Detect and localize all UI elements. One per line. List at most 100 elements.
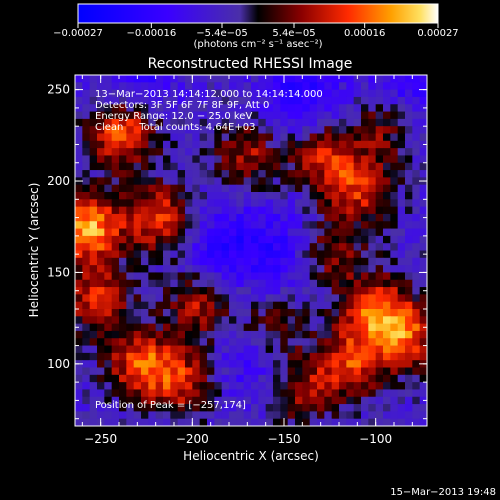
heatmap-cell xyxy=(236,140,245,149)
heatmap-cell xyxy=(126,316,135,325)
heatmap-cell xyxy=(258,118,267,127)
heatmap-cell xyxy=(126,323,135,332)
heatmap-cell xyxy=(375,250,384,259)
heatmap-cell xyxy=(155,316,164,325)
heatmap-cell xyxy=(375,418,384,427)
heatmap-cell xyxy=(280,199,289,208)
heatmap-cell xyxy=(280,133,289,142)
heatmap-cell xyxy=(192,345,201,354)
heatmap-cell xyxy=(390,206,399,215)
heatmap-cell xyxy=(148,279,157,288)
heatmap-cell xyxy=(126,199,135,208)
heatmap-cell xyxy=(383,250,391,259)
heatmap-cell xyxy=(397,250,406,259)
heatmap-cell xyxy=(397,184,406,193)
heatmap-cell xyxy=(214,374,223,383)
heatmap-cell xyxy=(75,221,83,230)
heatmap-cell xyxy=(309,418,318,427)
heatmap-cell xyxy=(361,104,369,113)
heatmap-cell xyxy=(397,352,406,361)
x-tick-label: −200 xyxy=(176,432,209,446)
heatmap-cell xyxy=(199,294,208,303)
heatmap-cell xyxy=(199,89,208,98)
heatmap-cell xyxy=(177,177,186,186)
heatmap-cell xyxy=(317,309,325,317)
heatmap-cell xyxy=(419,162,428,171)
heatmap-cell xyxy=(383,411,391,420)
heatmap-cell xyxy=(375,192,384,200)
heatmap-cell xyxy=(104,148,113,156)
heatmap-cell xyxy=(258,323,267,332)
heatmap-cell xyxy=(361,367,369,376)
heatmap-cell xyxy=(111,316,120,325)
x-axis-label: Heliocentric X (arcsec) xyxy=(183,449,319,463)
heatmap-cell xyxy=(397,389,406,398)
heatmap-cells xyxy=(75,75,428,427)
heatmap-cell xyxy=(412,184,421,193)
heatmap-cell xyxy=(375,162,384,171)
heatmap-cell xyxy=(405,118,413,127)
heatmap-cell xyxy=(280,323,289,332)
heatmap-cell xyxy=(141,287,149,295)
heatmap-cell xyxy=(302,389,311,398)
heatmap-cell xyxy=(163,82,171,91)
heatmap-cell xyxy=(375,111,384,120)
heatmap-cell xyxy=(353,89,362,98)
heatmap-cell xyxy=(97,243,105,251)
annotation-energy-range: Energy Range: 12.0 − 25.0 keV xyxy=(95,111,252,122)
heatmap-cell xyxy=(111,382,120,390)
heatmap-cell xyxy=(280,374,289,383)
heatmap-cell xyxy=(397,316,406,325)
heatmap-cell xyxy=(331,316,340,325)
heatmap-cell xyxy=(141,316,149,325)
heatmap-cell xyxy=(214,213,223,222)
heatmap-cell xyxy=(229,265,237,273)
heatmap-cell xyxy=(192,272,201,281)
heatmap-cell xyxy=(324,118,333,127)
heatmap-cell xyxy=(126,382,135,390)
heatmap-cell xyxy=(111,389,120,398)
heatmap-cell xyxy=(390,228,399,237)
heatmap-cell xyxy=(280,294,289,303)
heatmap-cell xyxy=(265,396,274,405)
heatmap-cell xyxy=(229,250,237,259)
heatmap-cell xyxy=(111,360,120,368)
heatmap-cell xyxy=(236,89,245,98)
heatmap-cell xyxy=(405,279,413,288)
heatmap-cell xyxy=(375,309,384,317)
heatmap-cell xyxy=(163,411,171,420)
heatmap-cell xyxy=(133,316,142,325)
heatmap-cell xyxy=(265,389,274,398)
heatmap-cell xyxy=(309,360,318,368)
heatmap-cell xyxy=(163,389,171,398)
heatmap-cell xyxy=(412,352,421,361)
heatmap-cell xyxy=(111,111,120,120)
heatmap-cell xyxy=(331,374,340,383)
heatmap-cell xyxy=(185,323,193,332)
heatmap-cell xyxy=(361,411,369,420)
heatmap-cell xyxy=(390,316,399,325)
heatmap-cell xyxy=(229,133,237,142)
heatmap-cell xyxy=(258,316,267,325)
heatmap-cell xyxy=(185,404,193,412)
heatmap-cell xyxy=(214,199,223,208)
heatmap-cell xyxy=(405,89,413,98)
heatmap-cell xyxy=(177,272,186,281)
heatmap-cell xyxy=(265,287,274,295)
heatmap-cell xyxy=(317,338,325,347)
heatmap-cell xyxy=(302,177,311,186)
heatmap-cell xyxy=(383,323,391,332)
heatmap-cell xyxy=(346,330,355,339)
heatmap-cell xyxy=(412,257,421,266)
heatmap-cell xyxy=(324,126,333,134)
heatmap-cell xyxy=(177,330,186,339)
heatmap-cell xyxy=(192,96,201,105)
heatmap-cell xyxy=(361,118,369,127)
heatmap-cell xyxy=(82,279,91,288)
heatmap-cell xyxy=(199,228,208,237)
heatmap-cell xyxy=(82,316,91,325)
heatmap-cell xyxy=(104,338,113,347)
heatmap-cell xyxy=(243,367,252,376)
heatmap-cell xyxy=(133,411,142,420)
heatmap-cell xyxy=(119,389,127,398)
